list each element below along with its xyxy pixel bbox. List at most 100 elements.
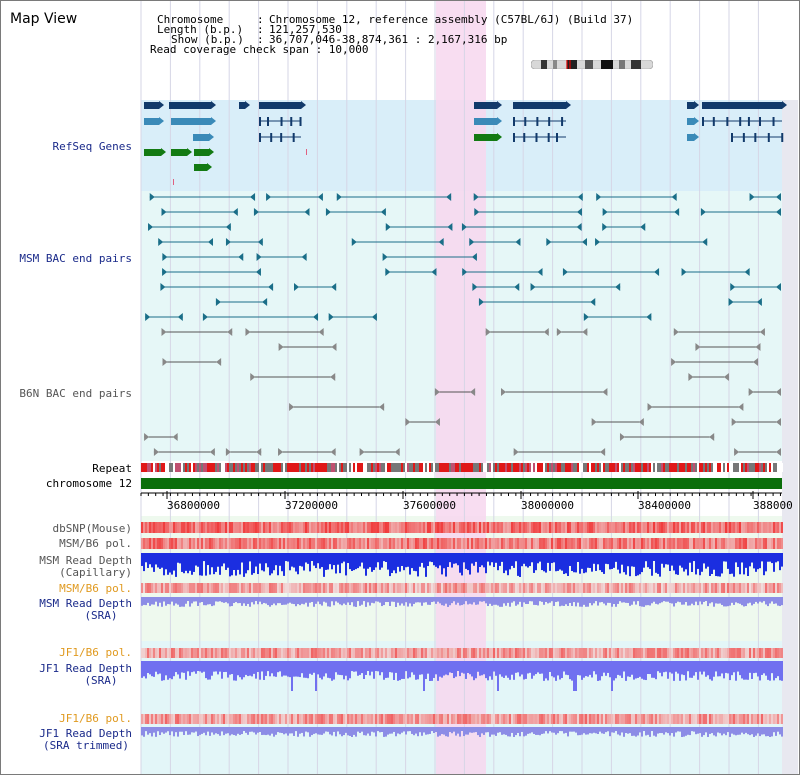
heat-cell (181, 538, 183, 549)
heat-cell (467, 538, 469, 549)
heat-cell (611, 583, 613, 593)
heat-cell (753, 522, 755, 533)
repeat-bar (349, 463, 351, 472)
repeat-bar (775, 463, 777, 472)
heat-cell (693, 538, 695, 549)
heat-cell (641, 648, 643, 658)
heat-cell (779, 714, 781, 724)
depth-bar (585, 661, 587, 677)
heat-cell (219, 538, 221, 549)
depth-bar (583, 553, 585, 574)
depth-bar (751, 597, 753, 606)
heat-cell (491, 648, 493, 658)
axis-tick-label: 38000000 (521, 499, 574, 512)
repeat-bar (269, 463, 271, 472)
depth-bar (369, 727, 371, 736)
heat-cell (765, 538, 767, 549)
depth-bar (527, 661, 529, 674)
heat-cell (261, 648, 263, 658)
depth-bar (389, 661, 391, 673)
depth-bar (363, 597, 365, 602)
gene-block (474, 118, 497, 125)
repeat-bar (303, 463, 305, 472)
repeat-bar (757, 463, 759, 472)
depth-bar (295, 727, 297, 732)
depth-bar (611, 661, 613, 691)
heat-cell (771, 714, 773, 724)
depth-bar (219, 597, 221, 602)
depth-bar (571, 661, 573, 681)
depth-bar (639, 661, 641, 677)
depth-bar (627, 597, 629, 603)
depth-bar (647, 553, 649, 568)
heat-cell (725, 522, 727, 533)
heat-cell (777, 522, 779, 533)
heat-cell (647, 522, 649, 533)
heat-cell (183, 583, 185, 593)
depth-bar (215, 727, 217, 734)
heat-cell (413, 714, 415, 724)
depth-bar (703, 597, 705, 602)
heat-cell (367, 538, 369, 549)
heat-cell (329, 648, 331, 658)
depth-bar (583, 597, 585, 605)
depth-bar (267, 727, 269, 735)
depth-bar (739, 553, 741, 575)
heat-cell (725, 648, 727, 658)
repeat-bar (379, 463, 381, 472)
depth-bar (481, 597, 483, 602)
depth-bar (445, 727, 447, 737)
depth-bar (359, 661, 361, 675)
depth-bar (673, 661, 675, 681)
depth-bar (541, 727, 543, 734)
heat-cell (299, 648, 301, 658)
heat-cell (379, 538, 381, 549)
heat-cell (747, 583, 749, 593)
depth-bar (181, 727, 183, 732)
depth-bar (681, 553, 683, 568)
depth-bar (655, 597, 657, 604)
heat-cell (769, 522, 771, 533)
heat-cell (361, 648, 363, 658)
heat-cell (359, 583, 361, 593)
heat-cell (619, 583, 621, 593)
depth-bar (467, 727, 469, 735)
depth-bar (543, 553, 545, 572)
repeat-bar (481, 463, 483, 472)
heat-cell (681, 714, 683, 724)
b6n-end-arrow (500, 388, 506, 396)
depth-bar (569, 661, 571, 680)
heat-cell (683, 583, 685, 593)
depth-bar (595, 727, 597, 734)
heat-cell (569, 648, 571, 658)
heat-cell (605, 714, 607, 724)
depth-bar (505, 553, 507, 571)
depth-bar (173, 661, 175, 677)
depth-bar (343, 553, 345, 562)
heat-cell (223, 714, 225, 724)
depth-bar (439, 661, 441, 677)
heat-cell (545, 522, 547, 533)
heat-cell (485, 648, 487, 658)
depth-bar (355, 553, 357, 570)
right-margin-bg (782, 100, 798, 774)
depth-bar (693, 727, 695, 732)
heat-cell (617, 648, 619, 658)
heat-cell (299, 583, 301, 593)
depth-bar (759, 727, 761, 737)
depth-bar (391, 661, 393, 673)
depth-bar (215, 553, 217, 572)
chromosome-ideogram[interactable] (530, 54, 654, 71)
repeat-bar (437, 463, 439, 472)
heat-cell (499, 714, 501, 724)
repeat-bar (603, 463, 605, 472)
depth-bar (421, 553, 423, 563)
heat-cell (695, 522, 697, 533)
repeat-bar (289, 463, 291, 472)
depth-bar (405, 727, 407, 735)
heat-cell (523, 648, 525, 658)
depth-bar (271, 661, 273, 674)
repeat-bar (211, 463, 213, 472)
depth-bar (205, 727, 207, 736)
